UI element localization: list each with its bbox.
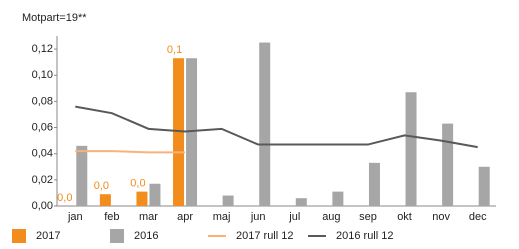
line (75, 150, 186, 154)
bar (295, 198, 307, 206)
bar (259, 42, 271, 207)
x-tick-label: dec (469, 211, 487, 223)
y-tick-label: 0,10 (32, 69, 53, 81)
bar (332, 191, 344, 206)
legend-swatch (12, 229, 26, 243)
chart-title: Motpart=19** (22, 12, 87, 24)
legend-swatch (110, 229, 124, 243)
x-tick-label: feb (104, 211, 119, 223)
bar (478, 166, 490, 206)
bar (186, 58, 198, 206)
x-tick-label: maj (213, 211, 231, 223)
bar (136, 191, 148, 206)
x-tick-label: jul (288, 211, 300, 223)
line (75, 105, 478, 149)
legend-label: 2016 (134, 230, 158, 242)
x-tick-label: aug (322, 211, 340, 223)
data-label: 0,1 (167, 44, 182, 56)
y-tick-label: 0,02 (32, 174, 53, 186)
y-tick-label: 0,08 (32, 95, 53, 107)
data-label: 0,0 (57, 192, 72, 204)
data-label: 0,0 (94, 180, 109, 192)
x-tick-label: nov (432, 211, 450, 223)
x-tick-label: apr (177, 211, 193, 223)
legend-label: 2017 rull 12 (236, 230, 294, 242)
x-tick-label: jun (250, 211, 266, 223)
legend-label: 2017 (36, 230, 60, 242)
bar (173, 58, 185, 206)
y-tick-label: 0,12 (32, 43, 53, 55)
x-tick-label: sep (359, 211, 377, 223)
bar (222, 195, 234, 206)
y-tick-label: 0,04 (32, 148, 53, 160)
x-tick-label: mar (139, 211, 158, 223)
y-tick-label: 0,06 (32, 121, 53, 133)
bar (442, 123, 454, 206)
bar (405, 92, 417, 206)
data-label: 0,0 (130, 178, 145, 190)
bar (149, 183, 161, 206)
y-tick-label: 0,00 (32, 200, 53, 212)
bar (76, 145, 88, 206)
bar (99, 194, 111, 206)
x-tick-label: okt (397, 211, 412, 223)
bar (368, 162, 380, 206)
legend-label: 2016 rull 12 (336, 230, 394, 242)
x-tick-label: jan (67, 211, 83, 223)
